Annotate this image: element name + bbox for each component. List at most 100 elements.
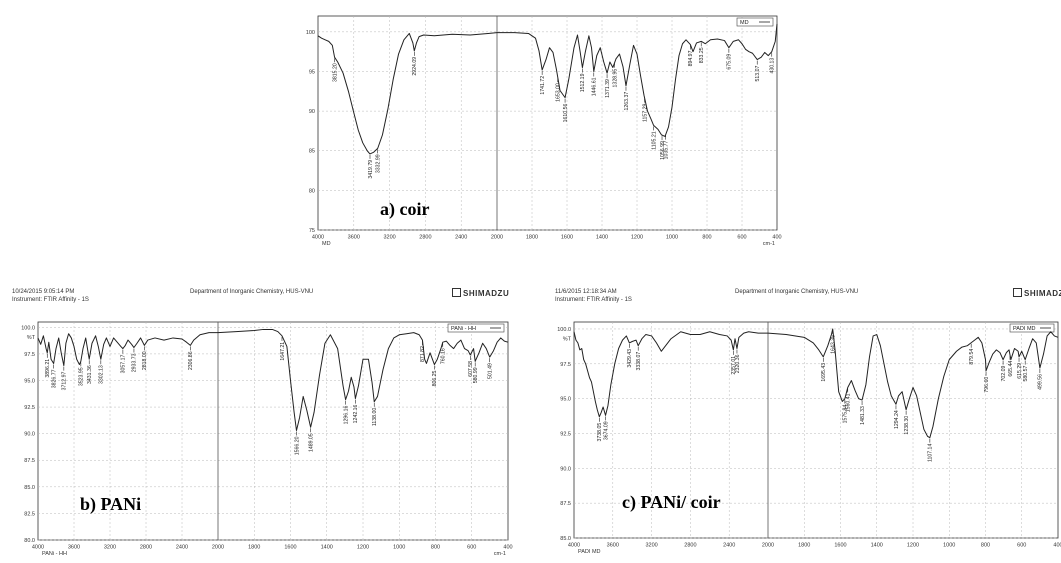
peak-label: 607.58 (468, 361, 474, 377)
x-tick-label: 1200 (631, 235, 643, 241)
instrument-c: Instrument: FTIR Affinity - 1S (555, 297, 632, 303)
x-axis-unit: cm-1 (494, 551, 506, 557)
peak-label: 1489.05 (308, 433, 314, 452)
legend-label: MD (740, 20, 749, 26)
peak-label: 1107.14 (928, 444, 934, 462)
instrument-b: Instrument: FTIR Affinity - 1S (12, 297, 89, 303)
peak-label: 3338.07 (636, 352, 642, 371)
y-tick-label: 80 (309, 188, 315, 194)
y-tick-label: 95.0 (560, 397, 571, 403)
x-tick-label: 1400 (871, 543, 883, 549)
peak-label: 1695.43 (821, 363, 827, 382)
x-tick-label: 1000 (943, 543, 955, 549)
peak-label: 1741.72 (540, 76, 546, 95)
peak-label: 1371.39 (605, 79, 611, 98)
peak-label: 1446.61 (592, 77, 598, 96)
peak-label: 513.07 (755, 65, 761, 81)
x-tick-label: 1200 (357, 545, 369, 551)
peak-label: 1138.00 (372, 408, 378, 426)
x-tick-label: 600 (737, 235, 746, 241)
chart-a-coir: 75 80 85 90 95 100 4000 3600 3200 2800 2400 2000 180… (306, 15, 782, 247)
peak-label: 894.97 (688, 50, 694, 66)
x-tick-label: 600 (1017, 543, 1026, 549)
peak-label: 871.82 (420, 346, 426, 362)
x-tick-label: 3200 (383, 235, 395, 241)
x-tick-label: 2400 (723, 543, 735, 549)
panel-b-pani: 10/24/2015 9:05:14 PM Instrument: FTIR A… (0, 280, 530, 563)
peak-label: 1105.21 (651, 131, 657, 149)
department-c: Department of Inorganic Chemistry, HUS-V… (735, 289, 859, 295)
peak-label: 1328.95 (612, 69, 618, 88)
chart-c-pani-coir: 85.0 87.5 90.0 92.5 95.0 97.5 100.0 %T 4000 3600 3… (557, 321, 1061, 555)
x-tick-label: 1800 (798, 543, 810, 549)
y-tick-label: 100.0 (557, 327, 571, 333)
y-tick-label: 92.5 (24, 405, 35, 411)
peak-label: 1296.16 (343, 406, 349, 425)
peak-label: 3302.13 (99, 365, 105, 384)
y-tick-label: 97.5 (560, 362, 571, 368)
peak-label: 615.29 (1017, 363, 1023, 379)
x-tick-label: 2000 (212, 545, 224, 551)
department-b: Department of Inorganic Chemistry, HUS-V… (190, 289, 314, 295)
x-tick-label: 1400 (321, 545, 333, 551)
y-tick-label: 85 (309, 149, 315, 155)
panel-a-coir: 75 80 85 90 95 100 4000 3600 3200 2800 2400 2000 180… (0, 0, 1061, 260)
y-tick-label: 85.0 (560, 536, 571, 542)
peak-label: 501.49 (487, 363, 493, 379)
y-tick-label: 85.0 (24, 485, 35, 491)
x-tick-label: 1200 (907, 543, 919, 549)
peak-label: 702.09 (1001, 366, 1007, 382)
y-axis-unit: %T (27, 335, 36, 341)
x-tick-label: 3200 (104, 545, 116, 551)
shimadzu-logo-b: SHIMADZU (452, 288, 509, 298)
x-tick-label: 800 (981, 543, 990, 549)
x-tick-label: 3200 (645, 543, 657, 549)
x-tick-label: 1600 (561, 235, 573, 241)
peak-label: 1157.29 (642, 104, 648, 122)
peak-label: 2818.00 (142, 351, 148, 370)
x-tick-label: 400 (503, 545, 512, 551)
x-tick-label: 2800 (140, 545, 152, 551)
peak-label: 3332.99 (375, 154, 381, 173)
y-tick-label: 82.5 (24, 511, 35, 517)
peak-label: 1481.33 (860, 406, 866, 425)
peak-label: 2306.86 (188, 351, 194, 370)
peak-label: 1035.77 (664, 140, 670, 159)
peak-label: 3712.97 (62, 371, 68, 390)
legend-box (447, 323, 505, 333)
x-tick-label: 4000 (312, 235, 324, 241)
peak-label: 1647.21 (280, 342, 286, 361)
x-tick-label: 1000 (393, 545, 405, 551)
x-tick-label: 2800 (419, 235, 431, 241)
peak-label: 1643.35 (831, 335, 837, 354)
peak-label: 760.16 (441, 348, 447, 364)
x-tick-label: 2400 (455, 235, 467, 241)
peak-label: 3826.77 (51, 369, 57, 388)
peak-label: 1512.19 (580, 73, 586, 92)
x-tick-label: 2000 (491, 235, 503, 241)
x-tick-label: 600 (467, 545, 476, 551)
x-tick-label: 3600 (68, 545, 80, 551)
peak-label: 499.56 (1038, 374, 1044, 390)
x-tick-label: 1600 (284, 545, 296, 551)
x-tick-label: 4000 (568, 543, 580, 549)
peak-label: 2933.73 (132, 353, 138, 372)
shimadzu-logo-c: SHIMADZ (1013, 288, 1061, 298)
peak-label: 2924.09 (412, 57, 418, 76)
sample-caption: PADI MD (578, 549, 601, 555)
panel-label: a) coir (380, 199, 429, 220)
timestamp-b: 10/24/2015 9:05:14 PM (12, 289, 75, 295)
panel-label: b) PANi (80, 494, 141, 515)
peak-label: 3431.36 (87, 365, 93, 384)
plot-frame (37, 321, 509, 541)
peak-label: 3738.05 (597, 423, 603, 442)
panel-c-pani-coir: 11/6/2015 12:18:34 AM Instrument: FTIR A… (550, 280, 1061, 563)
x-tick-label: 2800 (684, 543, 696, 549)
legend-box (736, 17, 774, 27)
peak-label: 796.60 (984, 377, 990, 393)
y-tick-label: 100 (306, 30, 315, 36)
timestamp-c: 11/6/2015 12:18:34 AM (555, 289, 617, 295)
x-tick-label: 400 (772, 235, 781, 241)
x-tick-label: 2000 (762, 543, 774, 549)
peak-label: 580.57 (1023, 366, 1029, 382)
